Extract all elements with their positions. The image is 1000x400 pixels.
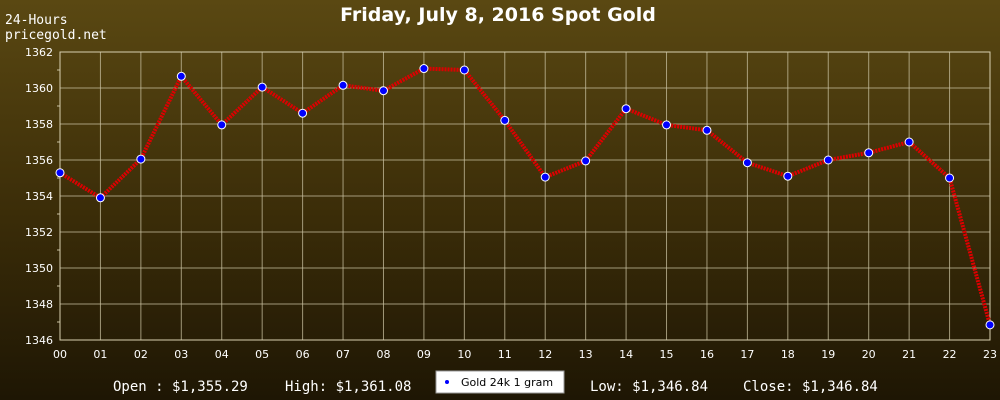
data-point xyxy=(540,172,550,182)
data-point xyxy=(136,154,146,164)
x-tick-label: 03 xyxy=(174,348,188,361)
data-point xyxy=(378,86,388,96)
legend-box xyxy=(435,370,565,394)
x-tick-label: 15 xyxy=(660,348,674,361)
x-tick-label: 14 xyxy=(619,348,633,361)
x-axis-ticks: 00 01 02 03 04 05 06 07 08 09 10 11 12 13 14 15 16 17 18 19… xyxy=(53,348,997,361)
x-tick-label: 18 xyxy=(781,348,795,361)
data-point xyxy=(419,64,429,74)
data-point xyxy=(864,148,874,158)
data-point xyxy=(55,168,65,178)
x-tick-label: 20 xyxy=(862,348,876,361)
x-tick-label: 23 xyxy=(983,348,997,361)
x-tick-label: 09 xyxy=(417,348,431,361)
data-point xyxy=(621,104,631,114)
series-line xyxy=(58,66,992,326)
data-point xyxy=(662,120,672,130)
series-gold xyxy=(55,64,995,330)
grid xyxy=(57,51,991,341)
x-tick-label: 11 xyxy=(498,348,512,361)
data-point xyxy=(581,156,591,166)
x-tick-label: 05 xyxy=(255,348,269,361)
y-tick-label: 1362 xyxy=(25,46,53,59)
x-tick-label: 19 xyxy=(821,348,835,361)
x-tick-label: 00 xyxy=(53,348,67,361)
x-tick-label: 16 xyxy=(700,348,714,361)
data-point xyxy=(783,171,793,181)
data-point xyxy=(338,80,348,90)
y-tick-label: 1354 xyxy=(25,190,53,203)
legend-label: Gold 24k 1 gram xyxy=(461,376,553,389)
legend: Gold 24k 1 gram xyxy=(435,370,565,394)
data-point xyxy=(702,125,712,135)
data-point xyxy=(945,173,955,183)
x-tick-label: 01 xyxy=(93,348,107,361)
x-tick-label: 22 xyxy=(943,348,957,361)
footer-low: Low: $1,346.84 xyxy=(590,379,708,395)
y-tick-label: 1358 xyxy=(25,118,53,131)
data-point xyxy=(298,108,308,118)
x-tick-label: 08 xyxy=(376,348,390,361)
y-tick-label: 1356 xyxy=(25,154,53,167)
y-tick-label: 1360 xyxy=(25,82,53,95)
legend-marker xyxy=(445,380,449,384)
y-tick-label: 1350 xyxy=(25,262,53,275)
footer-high: High: $1,361.08 xyxy=(285,379,411,395)
chart-title: Friday, July 8, 2016 Spot Gold xyxy=(340,4,656,26)
x-tick-label: 06 xyxy=(296,348,310,361)
data-point xyxy=(823,155,833,165)
data-point xyxy=(459,65,469,75)
y-tick-label: 1348 xyxy=(25,298,53,311)
x-tick-label: 21 xyxy=(902,348,916,361)
data-point xyxy=(904,137,914,147)
x-tick-label: 10 xyxy=(457,348,471,361)
source-line-2: pricegold.net xyxy=(5,28,107,43)
source-line-1: 24-Hours xyxy=(5,13,68,28)
y-tick-label: 1352 xyxy=(25,226,53,239)
data-point xyxy=(95,193,105,203)
data-point xyxy=(742,158,752,168)
data-point xyxy=(217,120,227,130)
data-point xyxy=(257,82,267,92)
x-tick-label: 17 xyxy=(740,348,754,361)
x-tick-label: 02 xyxy=(134,348,148,361)
footer-close: Close: $1,346.84 xyxy=(743,379,878,395)
x-tick-label: 04 xyxy=(215,348,229,361)
x-tick-label: 12 xyxy=(538,348,552,361)
plot-border xyxy=(59,51,991,341)
data-point xyxy=(176,71,186,81)
data-point xyxy=(500,115,510,125)
x-tick-label: 13 xyxy=(579,348,593,361)
x-tick-label: 07 xyxy=(336,348,350,361)
data-point xyxy=(985,320,995,330)
y-axis-ticks: 1346 1348 1350 1352 1354 1356 1358 1360 1362 xyxy=(25,46,53,347)
footer-open: Open : $1,355.29 xyxy=(113,379,248,395)
y-tick-label: 1346 xyxy=(25,334,53,347)
